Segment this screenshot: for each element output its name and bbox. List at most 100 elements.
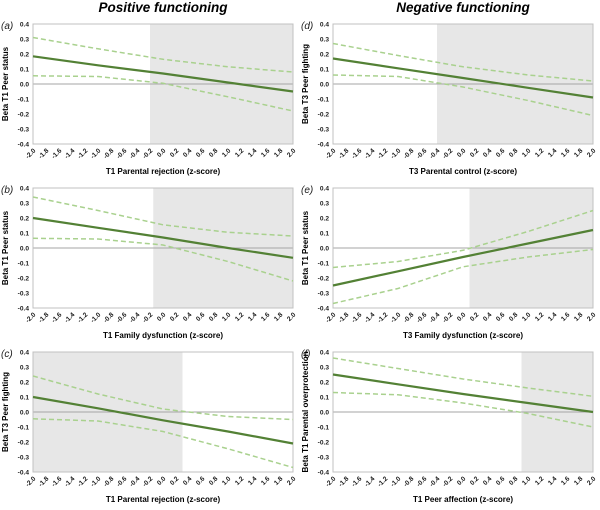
x-tick-label: -0.8	[102, 311, 115, 324]
y-tick-label: 0.3	[320, 36, 329, 43]
ci-upper-line	[332, 42, 594, 82]
x-tick-label: 0.0	[456, 147, 468, 159]
y-axis-title: Beta T1 Peer status	[1, 46, 10, 121]
panel-host-right: (d) -2.0 -1.8 -1.6 -1.4 -1.2 -1.0 -0.8 -0.6 -0.4-…	[300, 16, 600, 508]
x-tick-label: -1.6	[50, 147, 63, 160]
y-tick-label: 0.0	[320, 245, 329, 252]
x-tick-label: 0.4	[482, 147, 494, 159]
x-tick-label: 1.2	[534, 475, 546, 487]
y-tick-label: 0.1	[320, 394, 329, 401]
x-tick-label: 0.2	[469, 147, 481, 159]
y-tick-label: -0.3	[318, 290, 330, 297]
x-tick-label: -1.4	[363, 311, 376, 324]
x-tick-label: 0.4	[182, 147, 194, 159]
x-axis-title: T1 Peer affection (z-score)	[413, 495, 513, 504]
column-title-positive: Positive functioning	[98, 0, 228, 15]
x-tick-label: -1.4	[63, 147, 76, 160]
x-tick-label: 1.2	[234, 475, 246, 487]
y-tick-label: 0.2	[320, 215, 329, 222]
x-tick-label: -0.2	[141, 311, 154, 324]
x-tick-label: -0.4	[128, 475, 141, 488]
y-tick-label: -0.1	[18, 96, 30, 103]
x-tick-label: -0.6	[115, 475, 128, 488]
y-tick-label: 0.2	[20, 379, 29, 386]
y-tick-label: -0.4	[18, 305, 30, 312]
panel-letter: (e)	[301, 185, 313, 196]
x-tick-label: -2.0	[324, 147, 337, 160]
x-tick-label: -0.4	[428, 147, 441, 160]
x-tick-label: 1.2	[534, 311, 546, 323]
x-tick-label: -1.0	[389, 475, 402, 488]
regression-line	[32, 55, 294, 93]
x-tick-label: -1.6	[50, 311, 63, 324]
x-tick-label: 0.6	[195, 475, 207, 487]
panel-a: (a)-2.0 -1.8 -1.6 -1.4 -1.2 -1.0 -0.8 -0.6 -0.4-…	[1, 21, 298, 176]
x-tick-label: 0.8	[508, 311, 520, 323]
x-tick-label: 1.4	[547, 475, 559, 487]
panel-d: (d)-2.0 -1.8 -1.6 -1.4 -1.2 -1.0 -0.8 -0.6 -0.4-…	[301, 21, 598, 176]
y-tick-label: 0.4	[320, 21, 329, 28]
x-tick-label: -0.8	[402, 311, 415, 324]
regression-line	[32, 395, 294, 445]
x-tick-label: -0.4	[428, 311, 441, 324]
y-tick-label: -0.2	[318, 439, 330, 446]
y-tick-label: 0.1	[320, 230, 329, 237]
x-tick-label: 1.6	[260, 147, 272, 159]
x-tick-label: 1.4	[247, 147, 259, 159]
y-tick-label: 0.3	[20, 364, 29, 371]
x-tick-label: -0.8	[102, 475, 115, 488]
x-tick-label: 1.4	[547, 147, 559, 159]
y-tick-label: -0.1	[318, 260, 330, 267]
x-tick-label: 0.0	[456, 311, 468, 323]
x-tick-label: 0.8	[508, 147, 520, 159]
y-tick-label: -0.1	[318, 424, 330, 431]
y-axis-title: Beta T1 Peer status	[1, 210, 10, 285]
y-tick-label: -0.3	[318, 454, 330, 461]
x-tick-label: -0.2	[441, 475, 454, 488]
ci-lower-line	[32, 237, 294, 282]
x-tick-label: -1.6	[350, 147, 363, 160]
x-tick-label: -1.0	[89, 147, 102, 160]
y-tick-label: 0.0	[20, 245, 29, 252]
regression-line	[32, 216, 294, 259]
y-tick-label: -0.2	[318, 275, 330, 282]
panel-f: (f)-2.0 -1.8 -1.6 -1.4 -1.2 -1.0 -0.8 -0.6 -0.4-…	[301, 349, 598, 504]
y-tick-label: -0.2	[18, 439, 30, 446]
x-tick-label: -0.8	[402, 147, 415, 160]
x-tick-label: -2.0	[24, 475, 37, 488]
x-tick-label: 1.8	[273, 147, 285, 159]
x-tick-label: 1.8	[573, 311, 585, 323]
x-tick-label: 1.2	[534, 147, 546, 159]
x-tick-label: -1.6	[350, 311, 363, 324]
x-tick-label: -1.2	[376, 147, 389, 160]
y-tick-label: -0.2	[18, 275, 30, 282]
panel-letter: (b)	[1, 185, 13, 196]
x-tick-label: -1.0	[89, 475, 102, 488]
y-tick-label: 0.3	[20, 200, 29, 207]
column-negative-functioning: Negative functioning (d) -2.0 -1.8 -1.6 -1.4…	[300, 0, 600, 508]
x-tick-label: 0.4	[182, 475, 194, 487]
x-tick-label: 2.0	[586, 475, 598, 487]
x-tick-label: -2.0	[24, 147, 37, 160]
x-tick-label: 1.6	[560, 311, 572, 323]
y-tick-label: -0.4	[318, 305, 330, 312]
y-tick-label: 0.4	[20, 185, 29, 192]
x-tick-label: 0.6	[495, 311, 507, 323]
y-axis-title: Beta T3 Peer fighting	[1, 372, 10, 452]
panel-b: (b)-2.0 -1.8 -1.6 -1.4 -1.2 -1.0 -0.8 -0.6 -0.4-…	[1, 185, 298, 340]
x-tick-label: 0.6	[495, 475, 507, 487]
x-tick-label: -1.6	[350, 475, 363, 488]
plot-border	[32, 187, 294, 309]
x-tick-label: -1.2	[376, 475, 389, 488]
x-tick-label: -0.4	[128, 147, 141, 160]
y-tick-label: -0.1	[18, 424, 30, 431]
regression-line	[332, 228, 594, 287]
x-tick-label: 0.6	[195, 311, 207, 323]
x-tick-label: -1.0	[389, 147, 402, 160]
ci-upper-line	[32, 375, 294, 421]
x-tick-label: 1.4	[247, 475, 259, 487]
ci-upper-line	[32, 196, 294, 237]
ci-upper-line	[332, 357, 594, 398]
y-tick-label: 0.1	[20, 394, 29, 401]
x-tick-label: 1.8	[573, 475, 585, 487]
